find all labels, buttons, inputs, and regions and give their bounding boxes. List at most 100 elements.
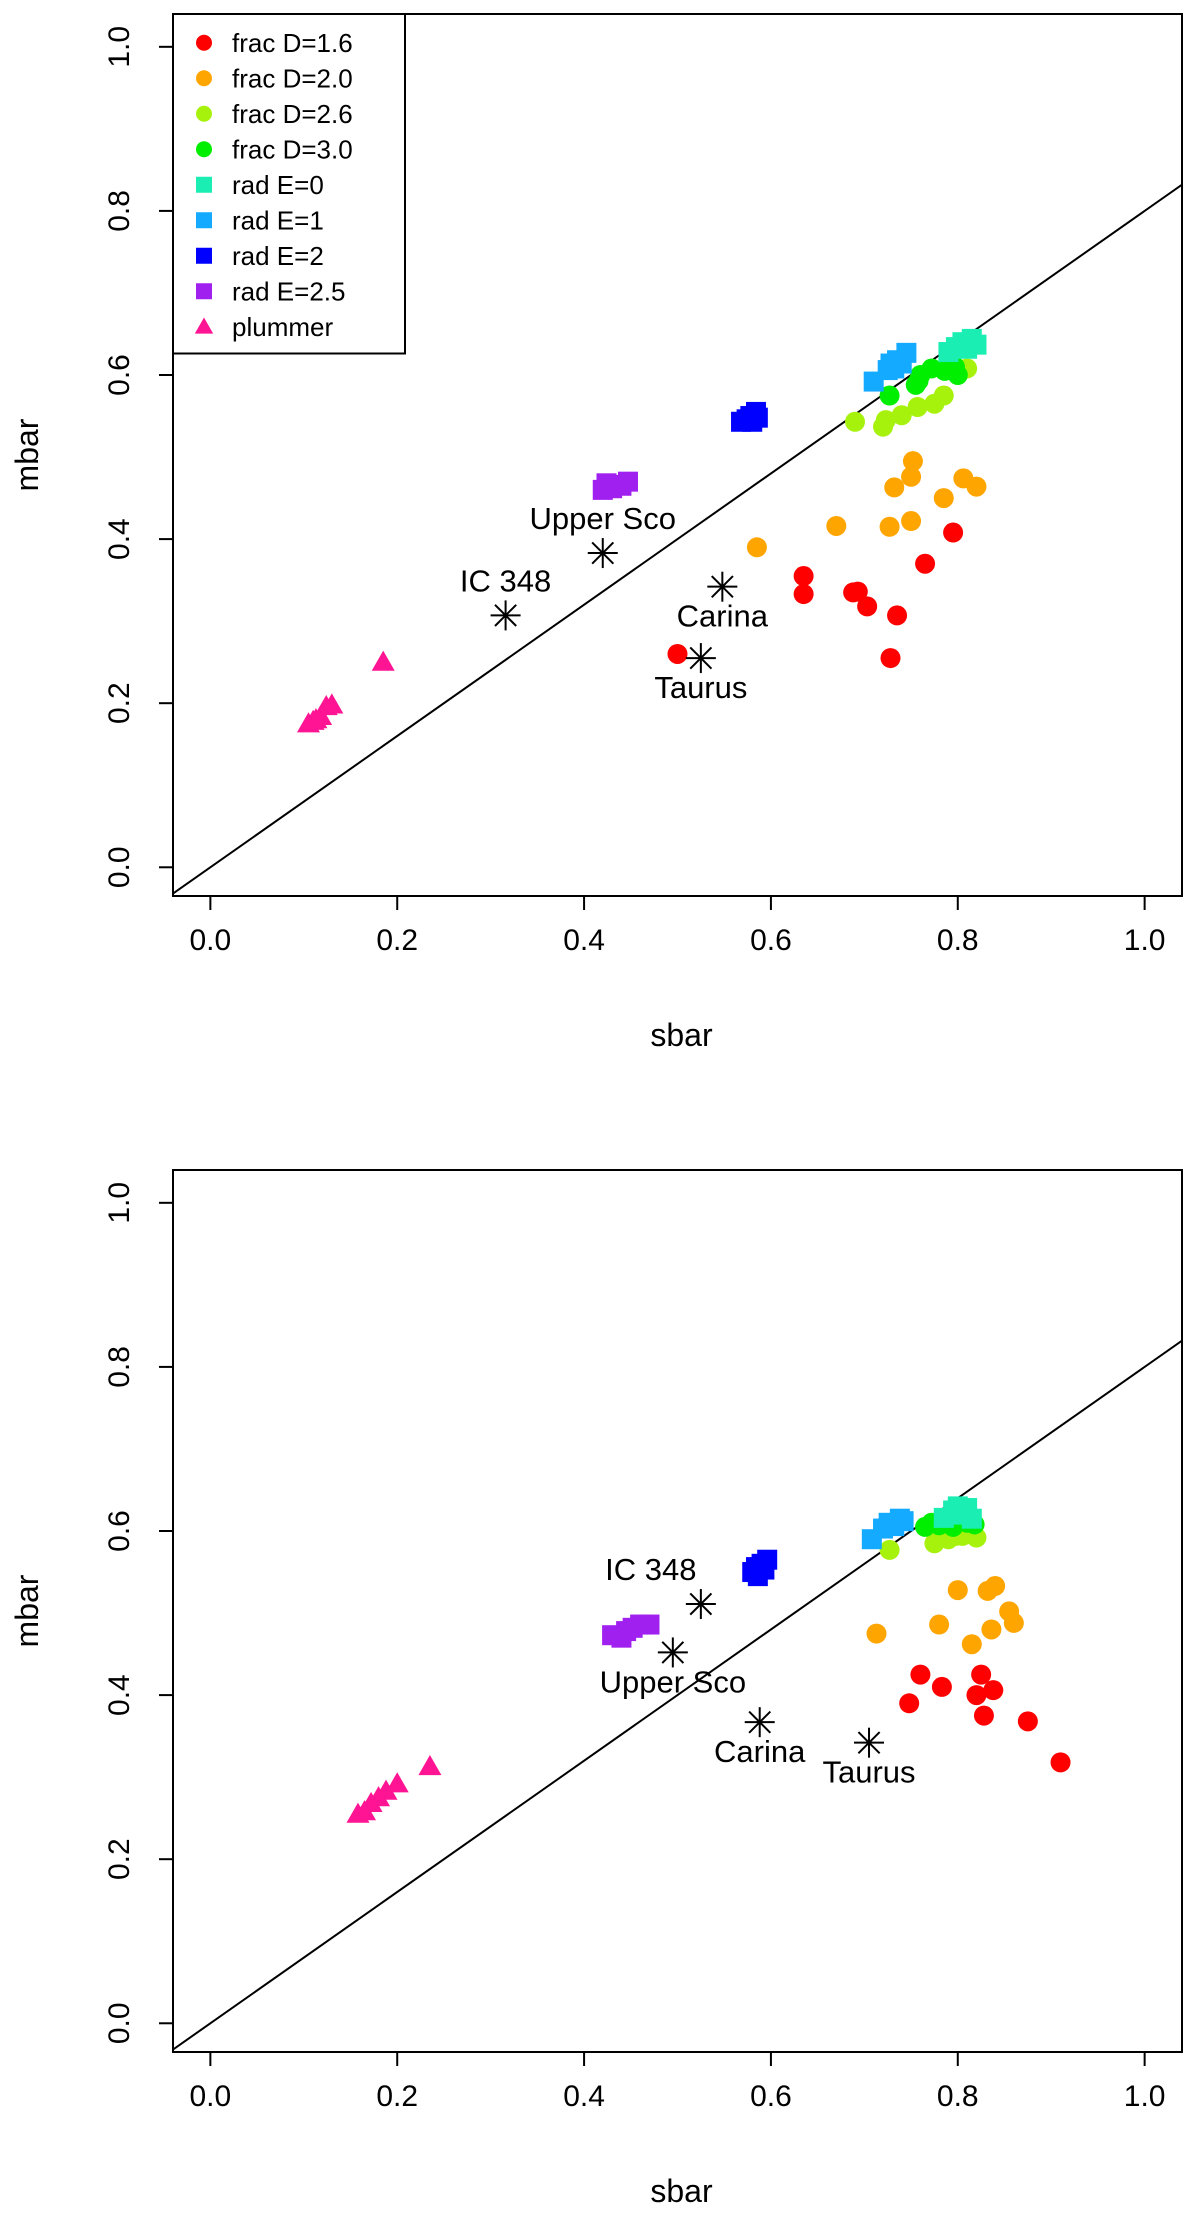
data-point bbox=[1050, 1752, 1071, 1773]
data-point bbox=[947, 1580, 968, 1601]
annotation-label: Carina bbox=[714, 1734, 806, 1769]
series-rad-e-1 bbox=[863, 342, 917, 392]
plot-frame bbox=[172, 13, 1183, 897]
data-point bbox=[966, 1685, 987, 1706]
data-point bbox=[747, 407, 768, 428]
series-rad-e-0 bbox=[933, 1496, 982, 1529]
y-tick-label: 0.8 bbox=[103, 190, 136, 232]
data-point bbox=[639, 1614, 660, 1635]
data-point bbox=[879, 1539, 900, 1560]
legend-marker bbox=[196, 70, 212, 87]
data-point bbox=[847, 581, 868, 602]
y-tick-label: 0.2 bbox=[103, 1838, 136, 1880]
y-tick-label: 0.8 bbox=[103, 1346, 136, 1388]
asterisk-marker bbox=[490, 600, 521, 631]
legend-item: frac D=2.6 bbox=[196, 99, 353, 129]
data-point bbox=[880, 648, 901, 669]
x-tick-label: 0.8 bbox=[937, 2080, 979, 2113]
data-point bbox=[617, 471, 638, 492]
data-point bbox=[879, 385, 900, 406]
data-point bbox=[793, 566, 814, 587]
data-point bbox=[961, 1634, 982, 1655]
asterisk-stroke bbox=[494, 604, 517, 627]
annotation-taurus: Taurus bbox=[822, 1727, 916, 1790]
x-tick-label: 0.6 bbox=[750, 924, 792, 957]
legend-item: rad E=2 bbox=[196, 241, 324, 271]
annotation-upper-sco: Upper Sco bbox=[600, 1637, 746, 1699]
data-point bbox=[887, 605, 908, 626]
data-point bbox=[973, 1705, 994, 1726]
data-point bbox=[915, 553, 936, 574]
data-point bbox=[891, 405, 912, 426]
y-tick-label: 1.0 bbox=[103, 1182, 136, 1224]
annotation-ic-348: IC 348 bbox=[605, 1552, 716, 1620]
data-point bbox=[966, 334, 987, 355]
data-point bbox=[875, 410, 896, 431]
data-point bbox=[866, 1623, 887, 1644]
series-frac-d-1-6 bbox=[899, 1664, 1071, 1773]
legend-label: plummer bbox=[232, 312, 333, 342]
data-point bbox=[907, 397, 928, 418]
legend-marker bbox=[196, 34, 212, 51]
series-rad-e-2 bbox=[731, 401, 768, 432]
data-point bbox=[893, 1511, 914, 1532]
data-point bbox=[879, 516, 900, 537]
annotation-carina: Carina bbox=[677, 571, 769, 634]
legend-label: frac D=2.0 bbox=[232, 63, 353, 93]
x-axis-label: sbar bbox=[650, 1017, 713, 1053]
data-point bbox=[901, 466, 922, 487]
reference-line bbox=[173, 183, 1182, 895]
legend-label: rad E=2 bbox=[232, 241, 324, 271]
data-point bbox=[320, 693, 344, 714]
x-tick-label: 0.2 bbox=[376, 2080, 418, 2113]
data-point bbox=[947, 365, 968, 386]
data-point bbox=[983, 1680, 1004, 1701]
legend-item: plummer bbox=[194, 312, 333, 342]
data-point bbox=[902, 451, 923, 472]
x-tick-label: 0.4 bbox=[563, 924, 605, 957]
data-point bbox=[1017, 1711, 1038, 1732]
legend-item: frac D=2.0 bbox=[196, 63, 353, 93]
legend-marker bbox=[196, 176, 212, 193]
data-point bbox=[374, 1779, 398, 1800]
legend-label: rad E=1 bbox=[232, 205, 324, 235]
series-rad-e-0 bbox=[938, 328, 987, 363]
legend-marker bbox=[194, 317, 214, 334]
legend-label: frac D=3.0 bbox=[232, 134, 353, 164]
annotation-label: Carina bbox=[677, 599, 769, 634]
legend-marker bbox=[196, 283, 212, 300]
x-tick-label: 0.6 bbox=[750, 2080, 792, 2113]
legend-item: frac D=3.0 bbox=[196, 134, 353, 164]
series-rad-e-2-5 bbox=[592, 471, 638, 500]
data-point bbox=[667, 643, 688, 664]
y-axis-label: mbar bbox=[9, 418, 45, 491]
reference-line bbox=[173, 1339, 1182, 2051]
data-point bbox=[929, 1614, 950, 1635]
legend-item: rad E=0 bbox=[196, 170, 324, 200]
annotation-label: Upper Sco bbox=[530, 501, 676, 536]
legend-label: rad E=0 bbox=[232, 170, 324, 200]
data-point bbox=[746, 537, 767, 558]
series-frac-d-2-0 bbox=[746, 451, 987, 558]
data-point bbox=[896, 342, 917, 363]
asterisk-stroke bbox=[661, 1641, 685, 1664]
data-point bbox=[933, 488, 954, 509]
legend-marker bbox=[196, 105, 212, 122]
annotation-label: Taurus bbox=[654, 670, 747, 705]
y-axis-label: mbar bbox=[9, 1574, 45, 1647]
data-point bbox=[899, 1693, 920, 1714]
annotation-label: Taurus bbox=[822, 1755, 915, 1790]
x-tick-label: 1.0 bbox=[1124, 924, 1166, 957]
data-point bbox=[1003, 1612, 1024, 1633]
data-point bbox=[961, 1508, 982, 1529]
series-frac-d-2-0 bbox=[866, 1575, 1024, 1655]
asterisk-marker bbox=[657, 1637, 688, 1668]
x-tick-label: 0.2 bbox=[376, 924, 418, 957]
data-point bbox=[981, 1619, 1002, 1640]
data-point bbox=[857, 596, 878, 617]
series-plummer bbox=[296, 650, 395, 733]
plot-area bbox=[173, 183, 1182, 895]
y-tick-label: 0.2 bbox=[103, 682, 136, 724]
bottom-panel: 0.0 0.2 0.4 0.6 0.8 1.0 0.0 0.2 0.4 0.6 0.8 1.0 sbar… bbox=[9, 1169, 1183, 2209]
